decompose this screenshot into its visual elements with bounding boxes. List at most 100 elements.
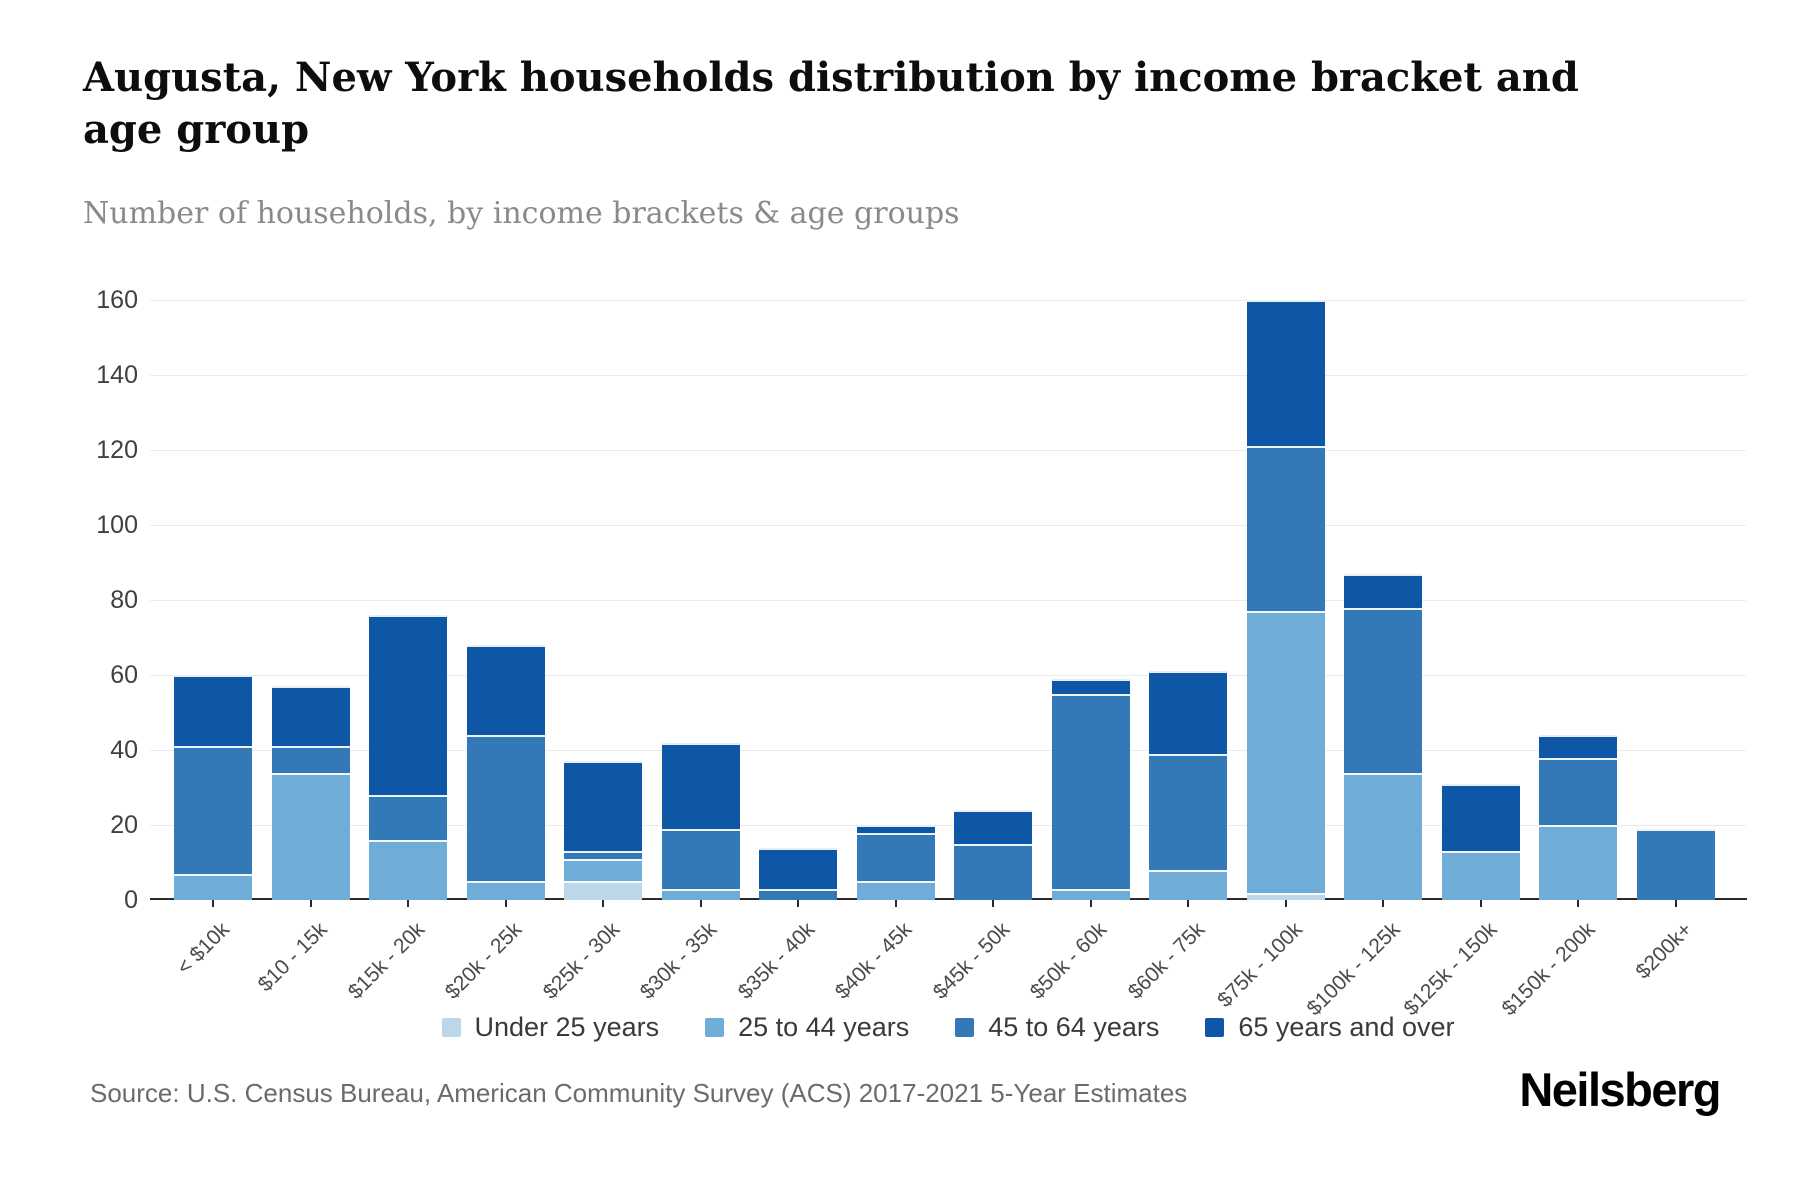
x-axis-tick xyxy=(699,900,702,907)
x-axis-tick xyxy=(1382,900,1384,907)
bar-segment[interactable] xyxy=(1441,783,1520,852)
y-gridline xyxy=(150,825,1746,826)
bar-segment[interactable] xyxy=(759,847,837,889)
bar-segment[interactable] xyxy=(954,810,1032,844)
x-axis-tick-label-text: < $10k xyxy=(172,918,235,980)
bar-segment[interactable] xyxy=(1344,772,1422,900)
chart-subtitle: Number of households, by income brackets… xyxy=(83,196,960,231)
bar-segment[interactable] xyxy=(661,828,740,889)
bar-segment[interactable] xyxy=(661,742,740,829)
legend-label: Under 25 years xyxy=(474,1012,660,1042)
bar-segment[interactable] xyxy=(1636,828,1715,900)
legend-item[interactable]: Under 25 years xyxy=(441,1012,660,1043)
bar-segment[interactable] xyxy=(1539,825,1617,900)
y-gridline xyxy=(150,450,1746,451)
bar-segment[interactable] xyxy=(1344,607,1422,773)
bar-segment[interactable] xyxy=(856,832,935,882)
x-axis-tick-label-text: $125k - 150k xyxy=(1399,918,1502,1021)
bar-segment[interactable] xyxy=(271,746,350,773)
bar-segment[interactable] xyxy=(369,615,447,795)
y-axis-tick-label: 100 xyxy=(96,511,138,539)
bar-segment[interactable] xyxy=(1344,573,1422,608)
x-axis-tick-label-text: $200k+ xyxy=(1631,918,1697,984)
legend-swatch xyxy=(955,1018,975,1037)
x-axis-tick xyxy=(992,900,994,907)
chart-title: Augusta, New York households distributio… xyxy=(83,54,1579,153)
bar-segment[interactable] xyxy=(564,851,642,859)
y-axis-tick-label: 40 xyxy=(110,736,138,764)
bar-segment[interactable] xyxy=(174,675,252,747)
bar-segment[interactable] xyxy=(466,881,545,900)
legend-label: 45 to 64 years xyxy=(988,1012,1160,1042)
legend-swatch xyxy=(705,1018,725,1037)
x-axis-tick xyxy=(797,900,799,907)
bar-segment[interactable] xyxy=(856,881,935,900)
bar-segment[interactable] xyxy=(466,735,545,882)
bar-segment[interactable] xyxy=(369,795,447,840)
legend-item[interactable]: 25 to 44 years xyxy=(705,1012,909,1043)
bar-segment[interactable] xyxy=(759,888,837,900)
bar-segment[interactable] xyxy=(954,843,1032,900)
x-axis-tick-label-text: $50k - 60k xyxy=(1026,918,1112,1004)
y-gridline xyxy=(150,525,1746,526)
x-axis-tick-label-text: $45k - 50k xyxy=(928,918,1015,1004)
bar-segment[interactable] xyxy=(1246,611,1325,893)
x-axis-tick xyxy=(504,900,507,907)
bar-segment[interactable] xyxy=(1149,753,1227,870)
x-axis-tick-label-text: $150k - 200k xyxy=(1497,918,1600,1021)
legend-label: 25 to 44 years xyxy=(738,1012,910,1042)
bar-segment[interactable] xyxy=(1051,888,1130,900)
bar-segment[interactable] xyxy=(1149,671,1227,754)
y-axis-tick-label: 0 xyxy=(124,886,138,914)
neilsberg-logo: Neilsberg xyxy=(1519,1063,1721,1116)
x-axis-tick-label-text: $25k - 30k xyxy=(538,918,625,1004)
x-axis-tick xyxy=(1284,900,1287,907)
y-gridline xyxy=(150,750,1746,751)
y-axis-tick-label: 120 xyxy=(96,436,138,464)
x-axis-tick xyxy=(1479,900,1482,907)
bar-segment[interactable] xyxy=(1051,693,1130,889)
x-axis-line xyxy=(150,898,1747,900)
legend-swatch xyxy=(441,1018,461,1037)
bar-segment[interactable] xyxy=(174,873,252,900)
legend-item[interactable]: 65 years and over xyxy=(1205,1012,1455,1043)
y-gridline xyxy=(150,600,1746,601)
legend: Under 25 years 25 to 44 years 45 to 64 yea… xyxy=(150,1012,1746,1043)
x-axis-tick-label-text: $30k - 35k xyxy=(636,918,722,1004)
bar-segment[interactable] xyxy=(564,881,642,900)
bar-segment[interactable] xyxy=(1246,300,1325,447)
y-gridline xyxy=(150,675,1746,676)
y-axis-tick-label: 160 xyxy=(96,286,138,314)
x-axis-tick-label-text: $35k - 40k xyxy=(733,918,820,1004)
bar-segment[interactable] xyxy=(1051,678,1130,694)
bar-segment[interactable] xyxy=(1441,851,1520,900)
bar-segment[interactable] xyxy=(564,858,642,882)
bar-segment[interactable] xyxy=(174,746,252,874)
x-axis-tick xyxy=(1577,900,1579,907)
bar-segment[interactable] xyxy=(856,825,935,833)
x-axis-tick-label-text: $100k - 125k xyxy=(1302,918,1405,1021)
bar-segment[interactable] xyxy=(1246,892,1325,900)
bar-segment[interactable] xyxy=(1149,870,1227,900)
bar-segment[interactable] xyxy=(466,645,545,735)
legend-item[interactable]: 45 to 64 years xyxy=(955,1012,1159,1043)
x-axis-tick-label-text: $60k - 75k xyxy=(1123,918,1210,1004)
x-axis-tick-label-text: $15k - 20k xyxy=(343,918,430,1004)
x-axis-tick-label-text: $75k - 100k xyxy=(1212,918,1307,1012)
x-axis-tick xyxy=(407,900,409,907)
x-axis-tick xyxy=(1674,900,1677,907)
bar-segment[interactable] xyxy=(1246,446,1325,612)
legend-swatch xyxy=(1205,1018,1225,1037)
y-axis-tick-label: 20 xyxy=(110,811,138,839)
bar-segment[interactable] xyxy=(1539,735,1617,758)
bar-segment[interactable] xyxy=(1539,757,1617,825)
bar-segment[interactable] xyxy=(271,772,350,900)
bar-segment[interactable] xyxy=(564,761,642,852)
y-axis-tick-label: 80 xyxy=(110,586,138,614)
bar-segment[interactable] xyxy=(661,888,740,900)
x-axis-tick xyxy=(894,900,897,907)
x-axis-tick xyxy=(1187,900,1189,907)
bar-segment[interactable] xyxy=(271,686,350,747)
bar-segment[interactable] xyxy=(369,840,447,900)
